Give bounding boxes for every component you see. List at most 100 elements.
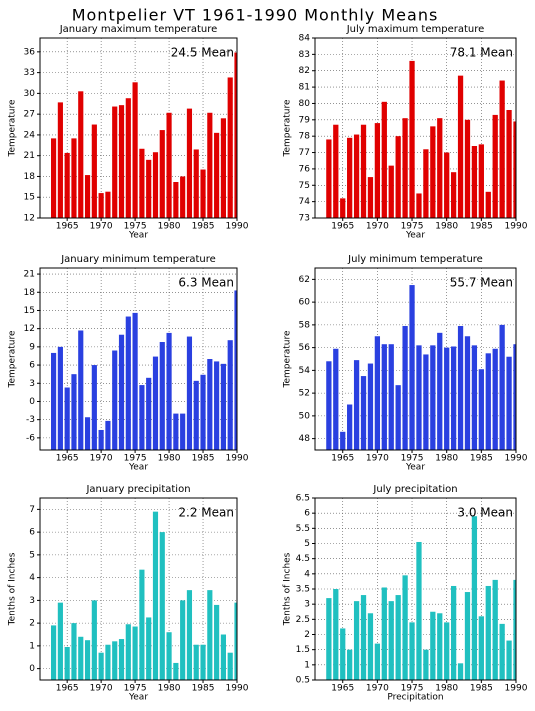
y-tick-label: 6 [304, 509, 310, 519]
bar [57, 102, 63, 218]
y-tick-label: -6 [26, 433, 35, 443]
y-tick-label: 2 [304, 630, 310, 640]
bar [464, 119, 471, 218]
bar [166, 112, 172, 218]
y-tick-label: 27 [24, 110, 35, 120]
x-tick-label: 1980 [158, 222, 181, 232]
mean-annotation: 2.2 Mean [178, 506, 234, 520]
x-tick-label: 1965 [56, 222, 79, 232]
bar [395, 385, 401, 450]
x-tick-label: 1980 [158, 454, 181, 464]
bar [234, 602, 237, 680]
bar [139, 385, 145, 450]
y-tick-label: 18 [24, 288, 36, 298]
y-tick-label: 60 [299, 298, 311, 308]
chart: January precipitation Year Tenths of Inche… [8, 484, 249, 703]
bar [71, 374, 77, 450]
x-tick-label: 1990 [226, 684, 249, 694]
bar [220, 634, 226, 680]
bar [492, 579, 498, 680]
bar [193, 644, 199, 680]
bar [381, 101, 387, 218]
y-tick-label: 36 [24, 47, 36, 57]
x-tick-label: 1980 [158, 684, 181, 694]
bar [374, 643, 381, 680]
y-tick-label: 21 [24, 270, 35, 280]
bar [118, 334, 125, 450]
bar [227, 340, 233, 450]
bar [506, 640, 512, 680]
x-tick-label: 1990 [505, 684, 528, 694]
bar [478, 144, 484, 218]
bar [416, 541, 422, 680]
y-tick-label: 9 [29, 342, 35, 352]
bar [152, 152, 159, 218]
y-tick-label: 48 [299, 434, 311, 444]
bar [333, 589, 339, 680]
bar [416, 345, 422, 450]
bar [152, 511, 159, 680]
y-tick-label: 0 [29, 397, 35, 407]
bar [105, 644, 111, 680]
bar [450, 346, 457, 450]
bar [159, 342, 165, 450]
x-axis-label: Year [405, 463, 425, 473]
bar [347, 404, 353, 450]
bar [326, 139, 332, 218]
x-tick-label: 1970 [366, 684, 389, 694]
bar [214, 361, 220, 450]
x-tick-label: 1985 [192, 684, 215, 694]
x-tick-label: 1965 [331, 454, 354, 464]
chart: July precipitation Precipitation Tenths of… [283, 484, 528, 703]
bar [180, 176, 186, 218]
bar [430, 345, 436, 450]
mean-annotation: 55.7 Mean [450, 276, 513, 290]
bar [132, 626, 138, 680]
y-tick-label: 1 [29, 641, 35, 651]
bar [437, 118, 443, 218]
bar [118, 105, 125, 218]
bar [64, 647, 70, 680]
chart-title: January minimum temperature [60, 254, 216, 265]
bar [207, 359, 213, 450]
x-axis-label: Year [405, 231, 425, 241]
x-tick-label: 1970 [366, 222, 389, 232]
x-tick-label: 1975 [401, 222, 424, 232]
bar [132, 82, 138, 218]
y-tick-label: 78 [299, 132, 311, 142]
bar [340, 431, 346, 450]
bar [125, 98, 131, 218]
bar [234, 290, 237, 450]
plot-frame [314, 267, 517, 451]
bar [139, 148, 145, 218]
bar [51, 625, 57, 680]
x-tick-label: 1990 [226, 222, 249, 232]
y-tick-label: 75 [299, 181, 310, 191]
bar [132, 312, 138, 450]
bar [513, 344, 516, 450]
bar [91, 600, 97, 680]
plot-frame [314, 37, 517, 219]
y-tick-label: 84 [299, 34, 311, 44]
bars [326, 516, 516, 680]
bars [51, 52, 237, 218]
y-tick-label: 76 [299, 164, 311, 174]
bar [388, 344, 394, 450]
bar [450, 172, 457, 218]
y-tick-label: 5 [29, 550, 35, 560]
mean-annotation: 6.3 Mean [178, 276, 234, 290]
bar [340, 628, 346, 680]
y-tick-label: 30 [24, 89, 36, 99]
bar [367, 363, 374, 450]
bar [333, 348, 339, 450]
bar [214, 132, 220, 218]
bar [499, 623, 505, 680]
y-tick-label: 6.5 [296, 494, 310, 504]
y-tick-label: -3 [26, 415, 35, 425]
bar [200, 644, 206, 680]
x-tick-label: 1980 [435, 454, 458, 464]
bar [347, 649, 353, 680]
x-tick-label: 1975 [401, 454, 424, 464]
bar [353, 134, 360, 218]
y-tick-label: 54 [299, 366, 311, 376]
